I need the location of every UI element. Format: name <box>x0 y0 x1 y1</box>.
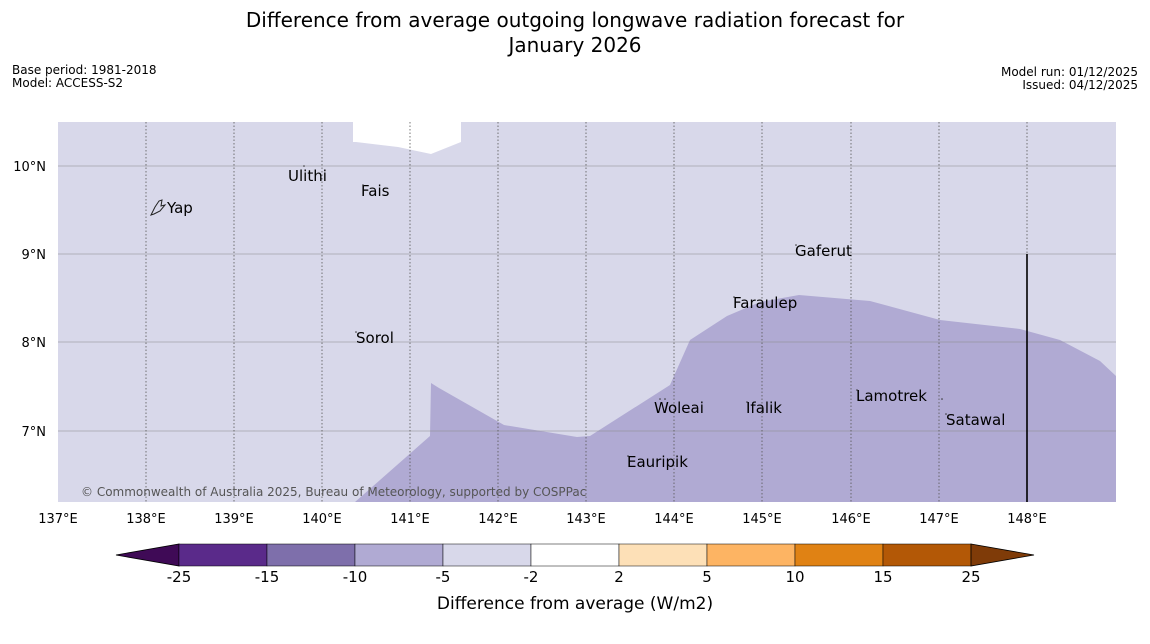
place-yap: Yap <box>166 199 193 217</box>
lon-label: 148°E <box>1007 512 1047 527</box>
colorbar-tick-label: -15 <box>254 568 280 586</box>
copyright-notice: © Commonwealth of Australia 2025, Bureau… <box>81 485 587 499</box>
colorbar-segment <box>442 543 532 567</box>
lat-label: 9°N <box>22 248 47 263</box>
colorbar-segment <box>178 543 268 567</box>
colorbar-arrow-left <box>115 543 180 567</box>
place-woleai: Woleai <box>654 399 704 417</box>
island-markers <box>303 165 947 457</box>
colorbar-segment <box>618 543 708 567</box>
lon-label: 144°E <box>654 512 694 527</box>
colorbar-tick-label: -25 <box>166 568 192 586</box>
island-dot <box>362 184 364 186</box>
place-sorol: Sorol <box>356 329 394 347</box>
colorbar-segment <box>266 543 356 567</box>
colorbar-title: Difference from average (W/m2) <box>436 594 714 614</box>
island-dot <box>303 165 305 167</box>
colorbar-tick-label: -5 <box>435 568 451 586</box>
island-dot <box>664 398 666 400</box>
island-dot <box>733 296 735 298</box>
lon-label: 139°E <box>214 512 254 527</box>
lon-label: 142°E <box>478 512 518 527</box>
title-line-1: Difference from average outgoing longwav… <box>245 8 905 32</box>
lon-label: 137°E <box>38 512 78 527</box>
place-satawal: Satawal <box>946 411 1005 429</box>
model-run: Model run: 01/12/2025 <box>1000 65 1138 79</box>
yap-island-outline <box>150 199 167 216</box>
longitude-axis-labels: 137°E 138°E 139°E 140°E 141°E 142°E 143°… <box>38 512 1047 527</box>
lon-label: 146°E <box>831 512 871 527</box>
meta-right: Model run: 01/12/2025 Issued: 04/12/2025 <box>1001 66 1138 92</box>
base-period: Base period: 1981-2018 <box>12 63 157 77</box>
lon-label: 145°E <box>742 512 782 527</box>
colorbar-arrow-right <box>970 543 1035 567</box>
lon-label: 138°E <box>126 512 166 527</box>
model-name: Model: ACCESS-S2 <box>12 76 124 90</box>
island-dot <box>795 244 797 246</box>
negative-anomaly-region <box>355 295 1116 502</box>
lon-label: 141°E <box>390 512 430 527</box>
place-lamotrek: Lamotrek <box>856 387 927 405</box>
colorbar-segment <box>530 543 620 567</box>
island-dot <box>627 455 629 457</box>
place-ulithi: Ulithi <box>288 167 327 185</box>
colorbar-tick-label: 2 <box>614 568 624 586</box>
colorbar-tick-label: 5 <box>702 568 712 586</box>
colorbar-tick-label: 15 <box>873 568 893 586</box>
island-dot <box>856 389 858 391</box>
island-dot <box>945 413 947 415</box>
island-dot <box>941 398 943 400</box>
place-faraulep: Faraulep <box>733 294 797 312</box>
lat-label: 10°N <box>13 160 46 175</box>
meta-left: Base period: 1981-2018 Model: ACCESS-S2 <box>12 64 157 90</box>
island-dot <box>746 401 748 403</box>
colorbar <box>115 543 1035 567</box>
lat-label: 7°N <box>22 425 47 440</box>
colorbar-tick-label: 10 <box>785 568 805 586</box>
lat-label: 8°N <box>22 336 47 351</box>
latitude-axis-labels: 10°N 9°N 8°N 7°N <box>13 160 46 440</box>
colorbar-tick-label: -10 <box>342 568 368 586</box>
place-ifalik: Ifalik <box>746 399 782 417</box>
island-dot <box>659 398 661 400</box>
chart-title: Difference from average outgoing longwav… <box>0 8 1150 58</box>
lon-label: 143°E <box>566 512 606 527</box>
island-dot <box>355 331 357 333</box>
issued-date: Issued: 04/12/2025 <box>1022 78 1138 92</box>
colorbar-tick-label: 25 <box>961 568 981 586</box>
colorbar-segment <box>706 543 796 567</box>
place-gaferut: Gaferut <box>795 242 852 260</box>
place-eauripik: Eauripik <box>627 453 688 471</box>
place-labels: Yap Ulithi Fais Gaferut Faraulep Sorol L… <box>166 167 1005 471</box>
colorbar-segment <box>354 543 444 567</box>
colorbar-segment <box>794 543 884 567</box>
neutral-region <box>353 122 461 154</box>
colorbar-segment <box>882 543 972 567</box>
lon-label: 140°E <box>302 512 342 527</box>
lon-label: 147°E <box>919 512 959 527</box>
title-line-2: January 2026 <box>508 33 642 57</box>
colorbar-tick-label: -2 <box>523 568 539 586</box>
place-fais: Fais <box>361 182 390 200</box>
